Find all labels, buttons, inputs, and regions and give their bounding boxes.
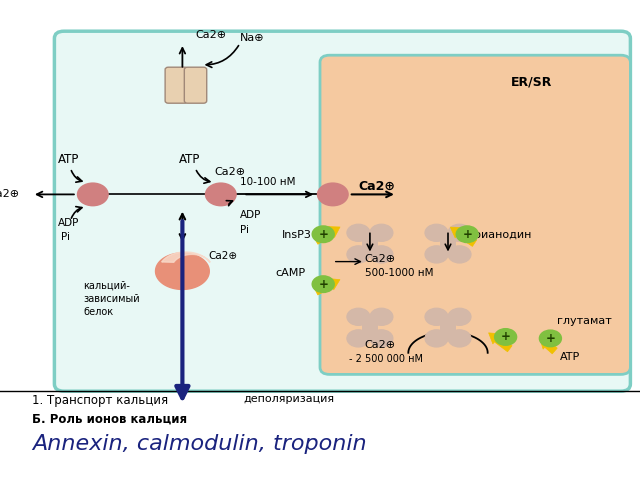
Circle shape xyxy=(312,226,334,242)
Circle shape xyxy=(347,246,370,263)
FancyBboxPatch shape xyxy=(362,314,378,338)
Text: рианодин: рианодин xyxy=(474,229,531,240)
Text: Ca2⊕: Ca2⊕ xyxy=(195,30,227,40)
Polygon shape xyxy=(156,253,209,289)
Text: +: + xyxy=(462,228,472,241)
Circle shape xyxy=(370,330,393,347)
Text: +: + xyxy=(318,277,328,291)
Text: деполяризация: деполяризация xyxy=(243,394,334,404)
Text: InsP3: InsP3 xyxy=(282,229,312,240)
Circle shape xyxy=(312,276,334,292)
Circle shape xyxy=(347,330,370,347)
Circle shape xyxy=(425,246,448,263)
Text: ATP: ATP xyxy=(560,352,580,362)
Circle shape xyxy=(370,308,393,325)
Text: ER/SR: ER/SR xyxy=(511,75,552,88)
Text: глутамат: глутамат xyxy=(557,316,612,326)
Text: ATP: ATP xyxy=(58,153,79,166)
Text: ATP: ATP xyxy=(179,153,200,166)
Text: - 2 500 000 нМ: - 2 500 000 нМ xyxy=(349,354,423,364)
Circle shape xyxy=(495,329,516,345)
FancyBboxPatch shape xyxy=(320,55,630,374)
Text: кальций-
зависимый
белок: кальций- зависимый белок xyxy=(83,281,140,317)
Text: Ca2⊕: Ca2⊕ xyxy=(208,251,237,261)
Text: Pi: Pi xyxy=(240,225,249,235)
Text: Ca2⊕: Ca2⊕ xyxy=(358,180,396,192)
Text: Pi: Pi xyxy=(61,232,70,242)
Text: 500-1000 нМ: 500-1000 нМ xyxy=(365,268,433,278)
Circle shape xyxy=(317,182,349,206)
FancyBboxPatch shape xyxy=(362,230,378,254)
Circle shape xyxy=(347,308,370,325)
Polygon shape xyxy=(162,252,211,262)
Text: +: + xyxy=(500,330,511,344)
FancyBboxPatch shape xyxy=(54,31,630,391)
Text: 1. Транспорт кальция: 1. Транспорт кальция xyxy=(32,394,168,407)
Circle shape xyxy=(448,246,471,263)
Circle shape xyxy=(370,224,393,241)
Circle shape xyxy=(77,182,109,206)
Circle shape xyxy=(205,182,237,206)
FancyBboxPatch shape xyxy=(440,230,456,254)
Text: Ca2⊕: Ca2⊕ xyxy=(365,253,396,264)
Text: 10-100 нМ: 10-100 нМ xyxy=(240,177,296,187)
Text: +: + xyxy=(318,228,328,241)
Circle shape xyxy=(448,224,471,241)
Circle shape xyxy=(540,330,561,347)
Circle shape xyxy=(448,330,471,347)
Circle shape xyxy=(425,224,448,241)
FancyBboxPatch shape xyxy=(184,67,207,103)
Text: cAMP: cAMP xyxy=(275,268,305,278)
Text: Ca2⊕: Ca2⊕ xyxy=(214,167,246,177)
Circle shape xyxy=(370,246,393,263)
Circle shape xyxy=(425,308,448,325)
Circle shape xyxy=(425,330,448,347)
Text: Б. Роль ионов кальция: Б. Роль ионов кальция xyxy=(32,413,187,426)
Circle shape xyxy=(448,308,471,325)
Circle shape xyxy=(456,226,478,242)
Text: Ca2⊕: Ca2⊕ xyxy=(365,340,396,350)
Circle shape xyxy=(347,224,370,241)
FancyBboxPatch shape xyxy=(165,67,188,103)
FancyBboxPatch shape xyxy=(440,314,456,338)
Text: Annexin, calmodulin, troponin: Annexin, calmodulin, troponin xyxy=(32,434,367,454)
Text: +: + xyxy=(545,332,556,345)
Text: ADP: ADP xyxy=(240,210,261,220)
Text: Ca2⊕: Ca2⊕ xyxy=(0,190,19,199)
Text: ADP: ADP xyxy=(58,217,79,228)
Text: Na⊕: Na⊕ xyxy=(240,33,264,43)
